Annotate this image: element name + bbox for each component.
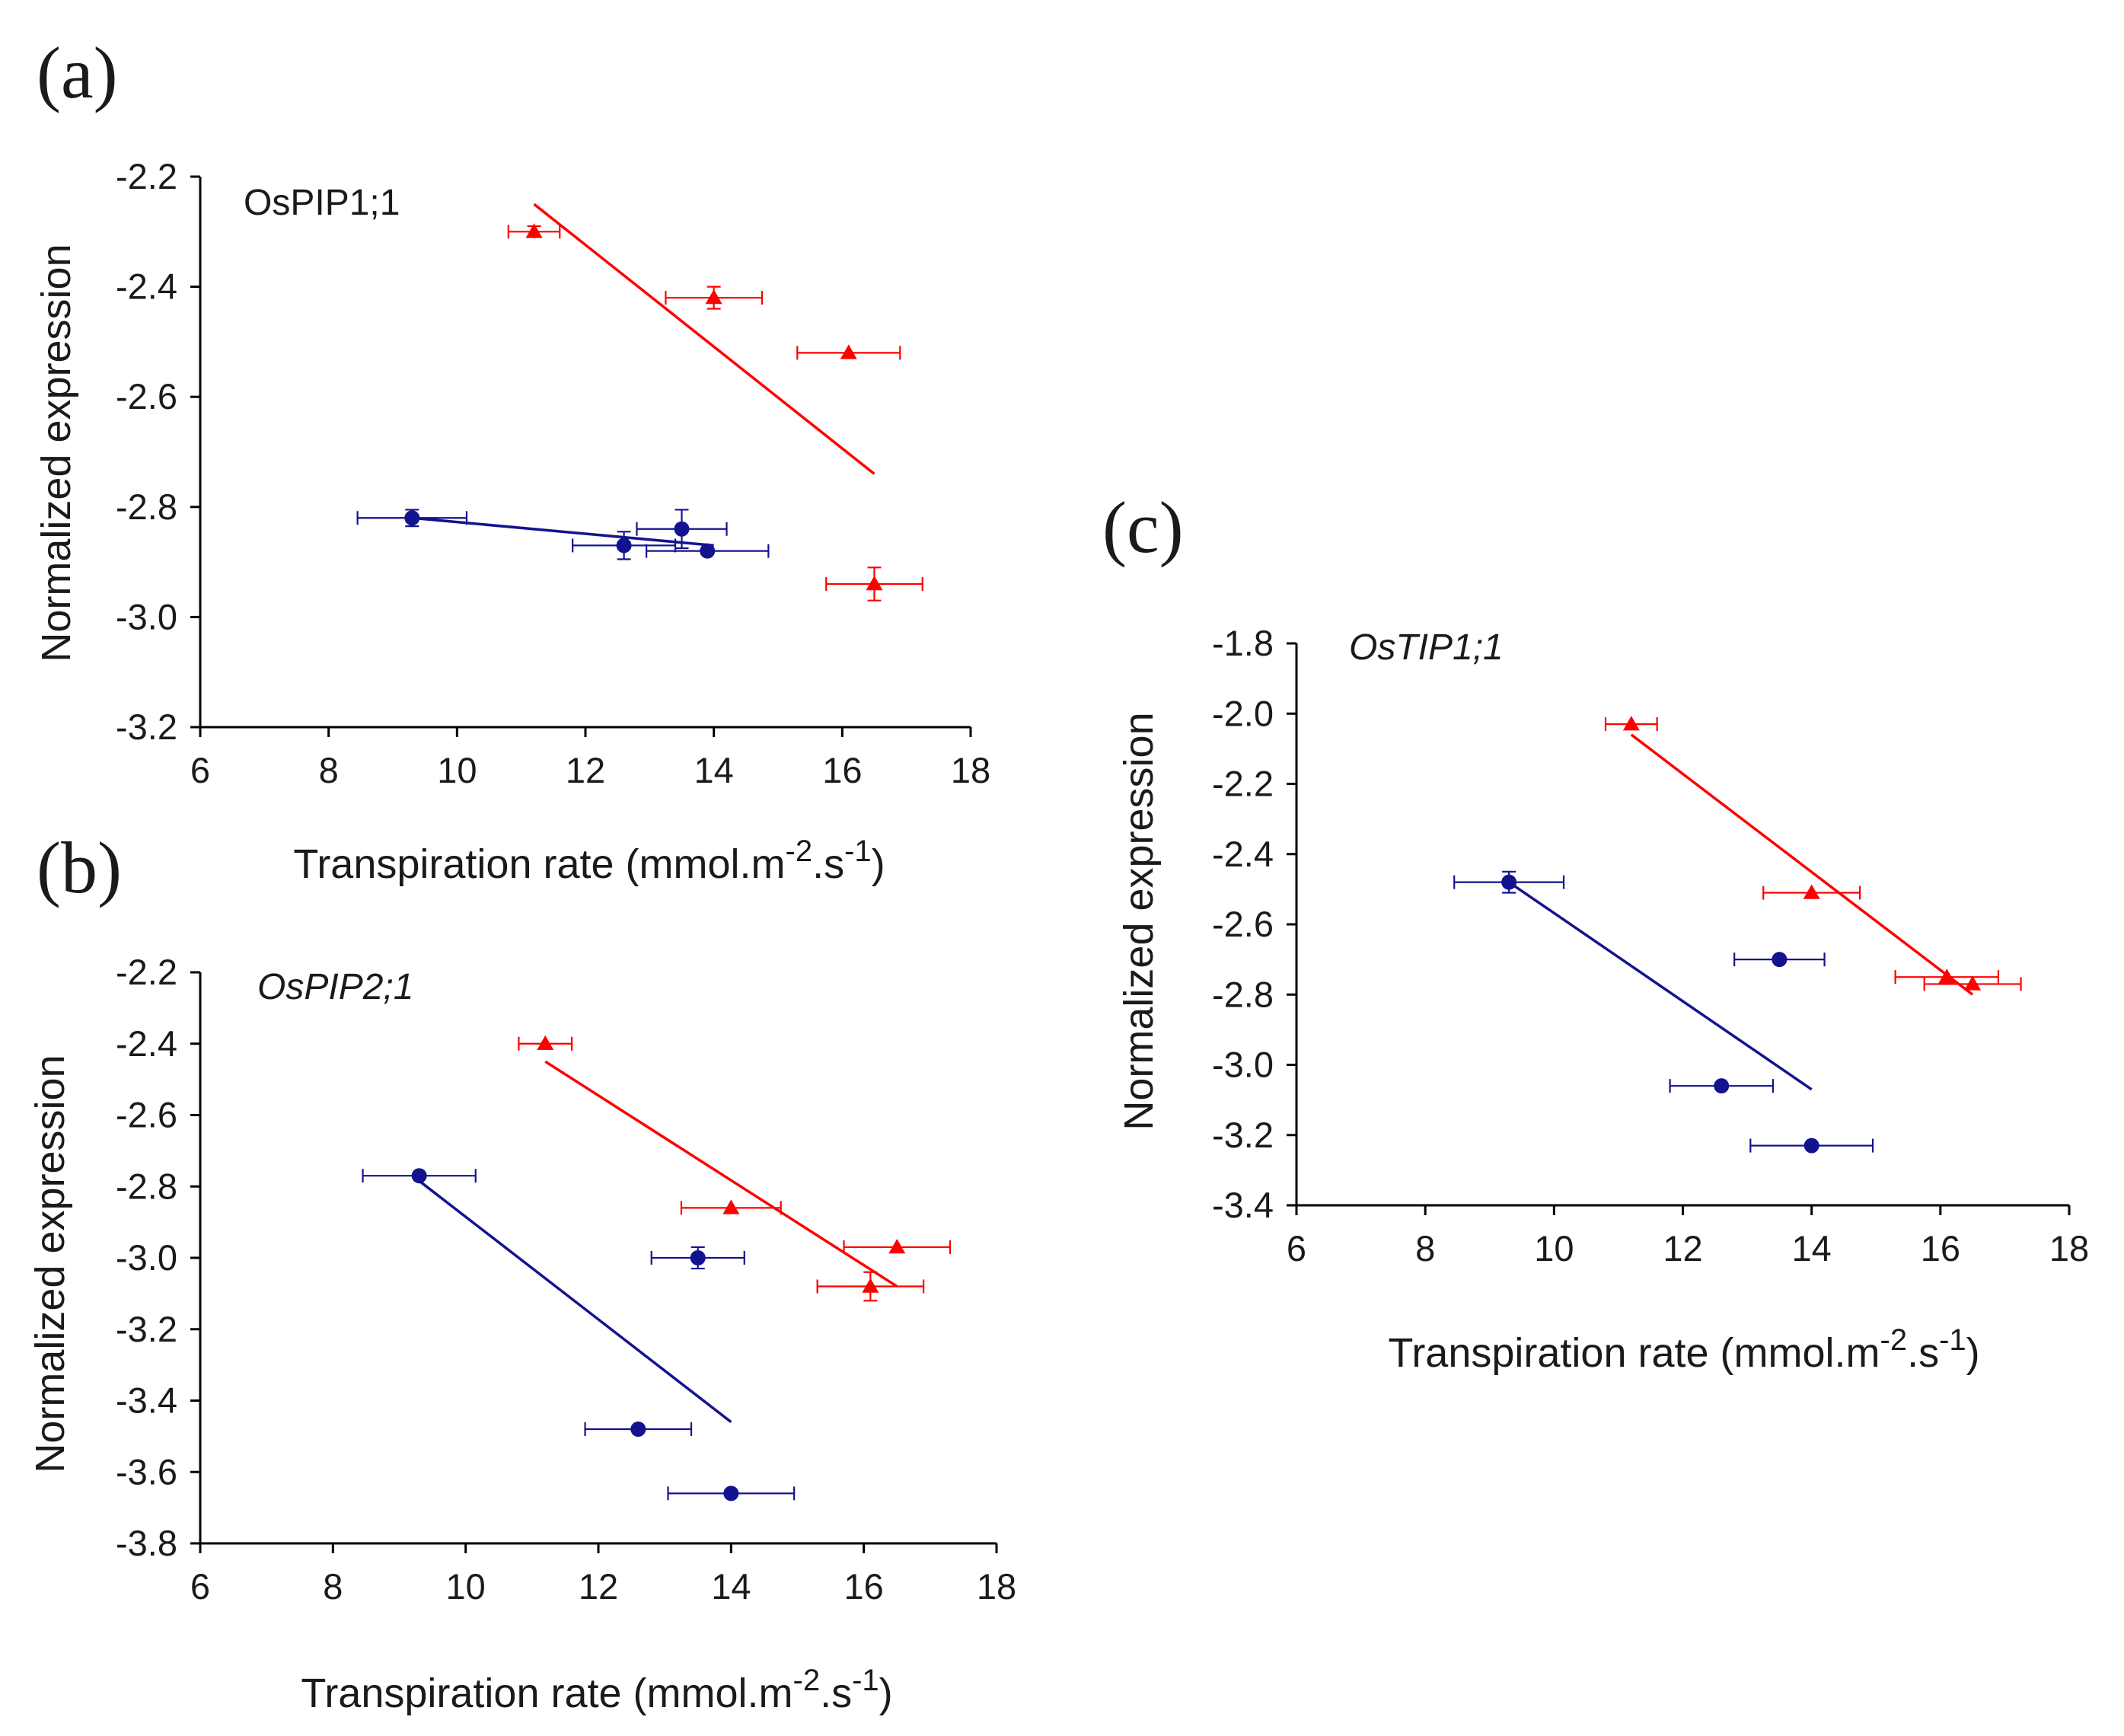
panel-c-ylabel: Normalized expression [1116, 712, 1162, 1130]
panel-a-x-tick-label: 16 [822, 750, 862, 790]
panel-b-y-tick-label: -3.0 [116, 1237, 177, 1278]
panel-a-circle-trendline [412, 516, 714, 547]
panel-a-x-tick-label: 12 [566, 750, 605, 790]
panel-c-circle-point [1501, 874, 1517, 890]
panel-b-circle-point [723, 1485, 739, 1501]
panel-b-y-tick-label: -3.2 [116, 1309, 177, 1349]
panel-a-y-tick-label: -2.8 [116, 487, 177, 527]
panel-c-y-tick-label: -3.2 [1212, 1115, 1274, 1155]
panel-a-letter: (a) [37, 32, 118, 113]
panel-b-circle-trendline [411, 1174, 732, 1424]
panel-c-y-tick-label: -2.6 [1212, 904, 1274, 944]
panel-b-x-tick-label: 8 [323, 1566, 343, 1607]
panel-c: (c) OsTIP1;1 6 8 10 12 14 16 18 -1.8 -2.0 -2.2 -2.… [1102, 487, 2089, 1376]
panel-b-circle-point [411, 1168, 427, 1184]
panel-b-y-tick-label: -3.6 [116, 1451, 177, 1492]
panel-a-title: OsPIP1;1 [244, 183, 400, 223]
panel-c-title: OsTIP1;1 [1349, 627, 1504, 668]
panel-c-triangle-trendline [1630, 733, 1974, 996]
panel-c-x-tick-label: 18 [2049, 1228, 2089, 1268]
panel-c-y-tick-label: -2.4 [1212, 834, 1274, 874]
panel-c-letter: (c) [1102, 487, 1184, 568]
panel-c-xlabel: Transpiration rate (mmol.m-2.s-1) [1388, 1323, 1979, 1376]
panel-a-axes: 6 8 10 12 14 16 18 -2.2 -2.4 -2.6 -2.8 -3.0 -3.2 [116, 156, 990, 790]
panel-a-triangle-point [525, 223, 543, 238]
panel-b-x-tick-label: 10 [446, 1566, 486, 1607]
panel-b-triangle-trendline [544, 1060, 898, 1288]
panel-a-y-tick-label: -2.4 [116, 266, 177, 307]
panel-b-circle-point [690, 1250, 706, 1265]
panel-a-triangle-trendline [533, 203, 875, 475]
panel-a: (a) OsPIP1;1 6 8 10 12 14 16 18 -2.2 -2.4 -2.6 -2.… [33, 32, 990, 887]
panel-b-x-tick-label: 6 [190, 1566, 210, 1607]
panel-a-x-tick-label: 8 [319, 750, 339, 790]
panel-b-triangle-point [888, 1238, 906, 1254]
panel-a-y-tick-label: -3.0 [116, 596, 177, 637]
panel-c-y-tick-label: -3.0 [1212, 1045, 1274, 1085]
panel-a-x-tick-label: 18 [951, 750, 990, 790]
panel-a-marks [356, 203, 923, 602]
panel-b-x-tick-label: 14 [711, 1566, 751, 1607]
panel-c-y-tick-label: -3.4 [1212, 1185, 1274, 1225]
panel-c-x-tick-label: 14 [1792, 1228, 1832, 1268]
panel-a-triangle-point [705, 289, 722, 305]
panel-c-circle-point [1803, 1138, 1819, 1154]
panel-b-y-tick-label: -2.8 [116, 1166, 177, 1206]
panel-b-y-tick-label: -3.4 [116, 1380, 177, 1421]
panel-b-triangle-point [537, 1035, 554, 1050]
panel-a-circle-point [404, 510, 420, 526]
panel-a-y-tick-label: -3.2 [116, 707, 177, 747]
panel-c-y-tick-label: -2.8 [1212, 974, 1274, 1014]
panel-a-circle-point [674, 521, 690, 537]
panel-b-axes: 6 8 10 12 14 16 18 -2.2 -2.4 -2.6 -2.8 -3.0 -3.2 -3.4… [116, 952, 1016, 1607]
panel-a-circle-point [616, 538, 632, 554]
panel-c-x-tick-label: 6 [1287, 1228, 1306, 1268]
panel-c-circle-trendline [1508, 881, 1813, 1091]
panel-a-triangle-point [866, 576, 883, 591]
panel-b-y-tick-label: -2.6 [116, 1095, 177, 1135]
panel-c-triangle-point [1938, 969, 1956, 984]
panel-b-triangle-point [862, 1278, 879, 1293]
panel-b: (b) OsPIP2;1 6 8 10 12 14 16 18 -2.2 -2.4 -2.6 -2.… [27, 827, 1016, 1716]
panel-a-x-tick-label: 14 [694, 750, 734, 790]
panel-c-axes: 6 8 10 12 14 16 18 -1.8 -2.0 -2.2 -2.4 -2.6 -2.8 -3.0… [1212, 623, 2089, 1268]
panel-c-triangle-point [1964, 975, 1982, 991]
panel-b-marks [362, 1035, 952, 1501]
panel-a-ylabel: Normalized expression [33, 244, 79, 662]
panel-a-y-tick-label: -2.2 [116, 156, 177, 196]
panel-c-x-tick-label: 12 [1663, 1228, 1702, 1268]
panel-b-x-tick-label: 18 [977, 1566, 1016, 1607]
panel-c-y-tick-label: -1.8 [1212, 623, 1274, 663]
panel-b-title: OsPIP2;1 [257, 967, 413, 1007]
panel-a-y-tick-label: -2.6 [116, 376, 177, 416]
panel-a-xlabel: Transpiration rate (mmol.m-2.s-1) [293, 834, 885, 887]
panel-a-x-tick-label: 6 [190, 750, 210, 790]
panel-c-x-tick-label: 10 [1534, 1228, 1574, 1268]
panel-b-y-tick-label: -2.2 [116, 952, 177, 992]
panel-b-y-tick-label: -2.4 [116, 1023, 177, 1064]
panel-c-circle-point [1714, 1078, 1730, 1094]
panel-c-x-tick-label: 16 [1921, 1228, 1960, 1268]
panel-a-circle-point [700, 543, 716, 559]
panel-c-triangle-point [1622, 716, 1640, 731]
panel-c-marks [1453, 716, 2022, 1154]
panel-b-ylabel: Normalized expression [27, 1055, 73, 1473]
panel-c-y-tick-label: -2.2 [1212, 764, 1274, 804]
panel-a-triangle-point [840, 344, 857, 359]
panel-b-circle-point [630, 1422, 646, 1437]
panel-b-triangle-point [722, 1199, 740, 1214]
panel-b-x-tick-label: 12 [579, 1566, 618, 1607]
panel-c-x-tick-label: 8 [1415, 1228, 1435, 1268]
panel-b-letter: (b) [37, 827, 122, 908]
panel-a-x-tick-label: 10 [437, 750, 477, 790]
panel-b-xlabel: Transpiration rate (mmol.m-2.s-1) [301, 1664, 892, 1716]
panel-c-circle-point [1772, 952, 1788, 968]
panel-b-x-tick-label: 16 [844, 1566, 884, 1607]
panel-b-y-tick-label: -3.8 [116, 1523, 177, 1563]
panel-c-y-tick-label: -2.0 [1212, 693, 1274, 733]
panel-c-triangle-point [1803, 884, 1820, 899]
